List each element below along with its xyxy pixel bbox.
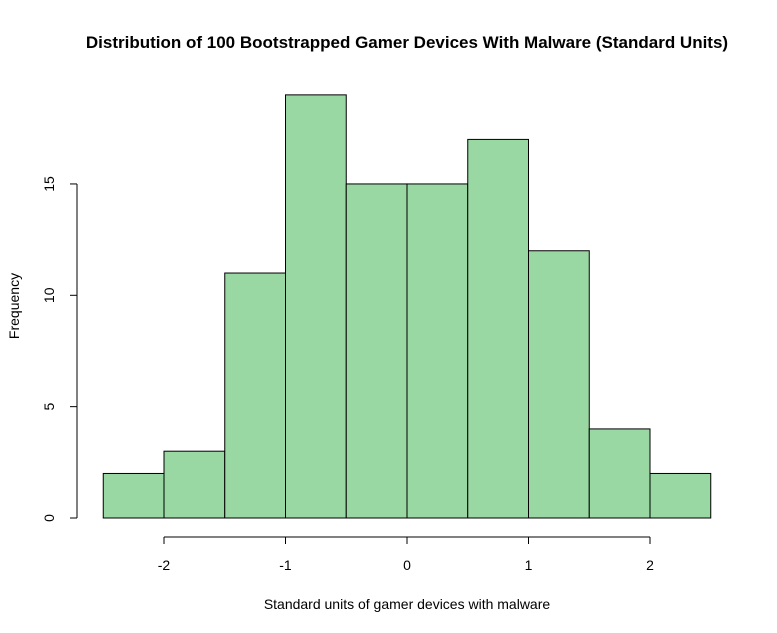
- histogram-bar: [345, 183, 408, 519]
- x-axis-label: Standard units of gamer devices with mal…: [264, 596, 551, 612]
- x-tick-label: -2: [158, 557, 171, 573]
- y-tick-label: 0: [41, 514, 57, 522]
- histogram-bar: [528, 250, 590, 519]
- x-axis: -2 -1 0 1 2: [158, 536, 654, 573]
- histogram-bar: [224, 272, 286, 519]
- x-tick-label: -1: [279, 557, 292, 573]
- histogram-bar: [163, 450, 226, 519]
- histogram-bar: [588, 428, 651, 519]
- y-axis-label: Frequency: [6, 273, 22, 339]
- y-tick-label: 15: [41, 176, 57, 192]
- histogram-bar: [406, 183, 469, 519]
- y-tick-label: 10: [41, 287, 57, 303]
- histogram-bar: [102, 472, 165, 519]
- x-tick-label: 1: [525, 557, 533, 573]
- x-tick-label: 0: [403, 557, 411, 573]
- histogram-bar: [467, 138, 529, 519]
- y-tick-label: 5: [41, 403, 57, 411]
- histogram-bar: [649, 472, 712, 519]
- bars-group: [102, 94, 712, 519]
- chart-title: Distribution of 100 Bootstrapped Gamer D…: [86, 33, 728, 52]
- y-axis: 0 5 10 15: [41, 176, 78, 522]
- x-tick-label: 2: [646, 557, 654, 573]
- histogram-bar: [285, 94, 347, 519]
